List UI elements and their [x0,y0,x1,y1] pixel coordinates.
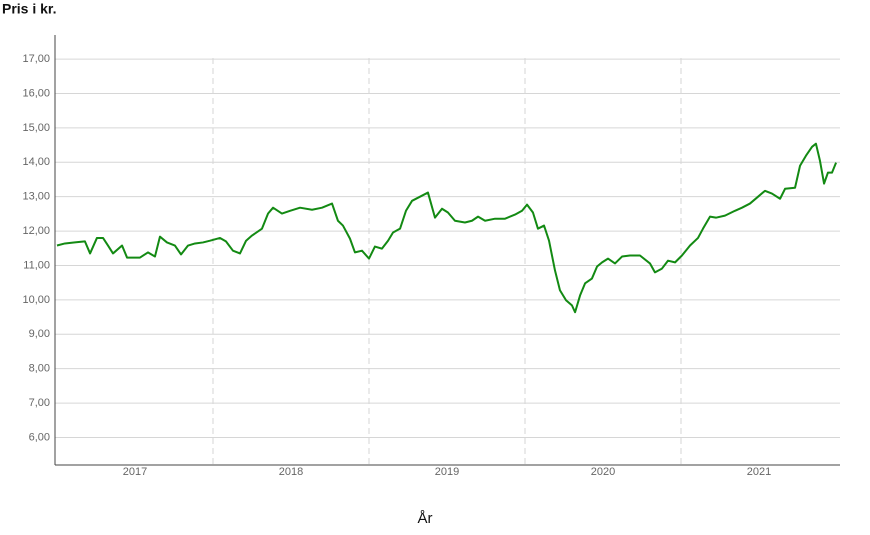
y-tick-label: 13,00 [22,191,50,203]
y-tick-label: 14,00 [22,156,50,168]
x-tick-label: 2017 [123,466,147,478]
y-tick-label: 17,00 [22,53,50,65]
y-axis-label: Pris i kr. [2,1,56,17]
y-tick-label: 9,00 [29,328,50,340]
x-tick-label: 2020 [591,466,615,478]
price-line [56,142,837,314]
x-tick-label: 2021 [747,466,771,478]
y-tick-label: 11,00 [23,259,50,271]
y-tick-label: 6,00 [29,431,50,443]
x-tick-label: 2018 [279,466,303,478]
x-axis-label: År [418,510,433,527]
y-tick-label: 8,00 [29,363,50,375]
y-tick-label: 10,00 [22,294,50,306]
y-tick-label: 15,00 [22,122,50,134]
y-tick-label: 12,00 [22,225,50,237]
x-tick-label: 2019 [435,466,459,478]
y-tick-label: 7,00 [29,397,50,409]
y-tick-label: 16,00 [22,87,50,99]
